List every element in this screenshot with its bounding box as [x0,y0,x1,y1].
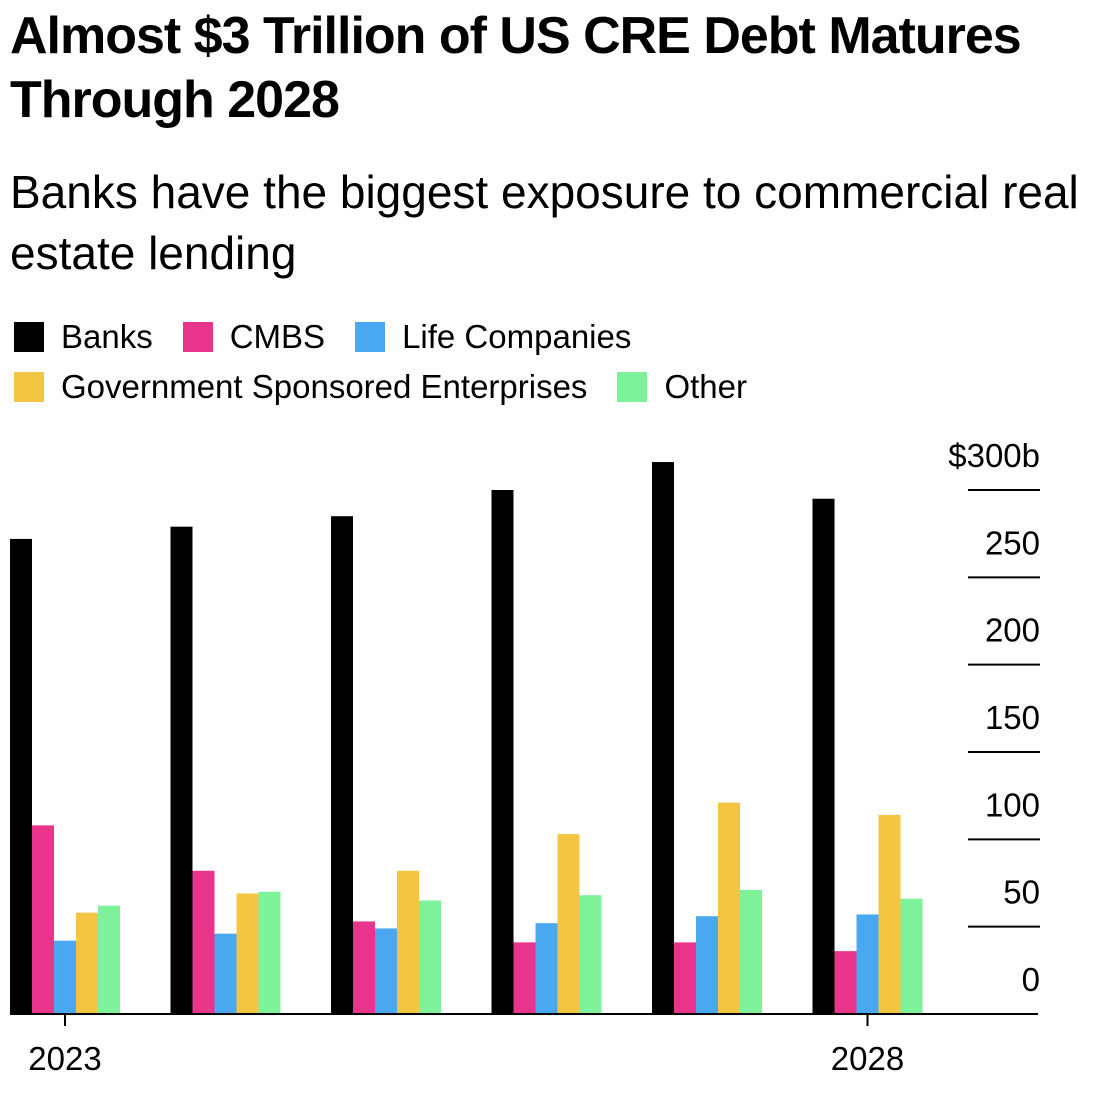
bar-other-2024 [258,891,281,1014]
legend-swatch-cmbs [182,322,213,352]
legend-label-other: Other [664,368,747,405]
legend-swatch-banks [14,322,44,352]
bar-banks-2027 [652,462,674,1014]
bar-government-sponsored-enterprises-2023 [76,912,98,1014]
bar-life-companies-2028 [856,914,879,1014]
legend-item-gse: Government Sponsored Enterprises [14,368,587,406]
bar-government-sponsored-enterprises-2026 [557,834,580,1014]
bar-other-2027 [740,889,762,1014]
legend-swatch-life-companies [355,322,386,352]
legend-row-2: Government Sponsored Enterprises Other [14,362,1084,412]
bar-government-sponsored-enterprises-2028 [878,814,901,1014]
bar-cmbs-2026 [513,942,536,1014]
legend-item-life-companies: Life Companies [355,318,631,356]
bar-government-sponsored-enterprises-2025 [397,870,419,1014]
x-axis: 2023 2028 [10,1013,1038,1077]
bar-cmbs-2027 [674,942,696,1014]
y-tick-label: $300b [948,437,1040,474]
legend: Banks CMBS Life Companies Government Spo… [14,312,1084,412]
bars [10,462,923,1014]
bar-banks-2023 [10,538,32,1014]
legend-row-1: Banks CMBS Life Companies [14,312,1084,362]
legend-label-banks: Banks [61,318,153,355]
chart-subtitle: Banks have the biggest exposure to comme… [10,166,1079,279]
bar-cmbs-2023 [32,825,54,1014]
bar-government-sponsored-enterprises-2027 [718,802,740,1014]
bar-life-companies-2023 [54,940,76,1014]
bar-cmbs-2024 [192,870,215,1014]
legend-label-cmbs: CMBS [229,318,326,355]
bar-banks-2025 [331,516,353,1014]
y-tick-label: 0 [1022,961,1040,998]
y-tick-label: 150 [985,699,1040,736]
bar-other-2025 [419,900,441,1014]
legend-swatch-other [617,372,648,402]
x-tick-label: 2023 [28,1040,101,1077]
bar-banks-2026 [491,490,514,1014]
bar-other-2023 [98,905,120,1014]
legend-item-other: Other [617,368,747,406]
bar-government-sponsored-enterprises-2024 [236,893,259,1014]
legend-item-cmbs: CMBS [182,318,326,356]
bar-cmbs-2028 [834,951,857,1014]
bar-other-2026 [579,895,602,1014]
legend-label-gse: Government Sponsored Enterprises [61,368,588,405]
y-tick-label: 50 [1003,874,1040,911]
chart-title: Almost $3 Trillion of US CRE Debt Mature… [10,7,1022,129]
bar-life-companies-2026 [535,923,558,1014]
bar-other-2028 [900,898,923,1014]
y-tick-label: 100 [985,786,1040,823]
bar-banks-2028 [812,498,835,1014]
bar-cmbs-2025 [353,921,375,1014]
legend-swatch-gse [14,372,44,402]
bar-chart: 0 50 100 150 200 250 $300b 2023 2028 [10,437,1040,1077]
y-tick-label: 200 [985,612,1040,649]
x-tick-label: 2028 [831,1040,904,1077]
y-axis: 0 50 100 150 200 250 $300b [948,437,1040,998]
legend-item-banks: Banks [14,318,153,356]
bar-life-companies-2025 [375,928,397,1014]
y-tick-label: 250 [985,524,1040,561]
bar-life-companies-2024 [214,933,237,1014]
bar-life-companies-2027 [696,916,718,1014]
bar-banks-2024 [170,526,193,1014]
legend-label-life-companies: Life Companies [402,318,632,355]
